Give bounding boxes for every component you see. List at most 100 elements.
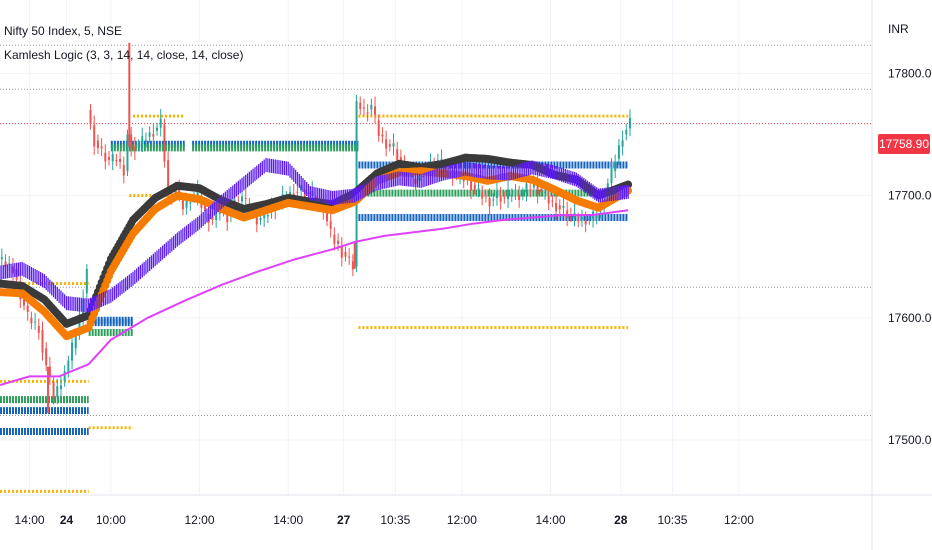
candle-body: [56, 386, 59, 398]
candle-body: [399, 157, 402, 163]
candle-body: [108, 157, 110, 160]
candle-body: [555, 202, 558, 212]
indicator-title[interactable]: Kamlesh Logic (3, 3, 14, 14, close, 14, …: [4, 48, 244, 62]
candle-body: [30, 317, 33, 324]
candle-body: [163, 124, 166, 162]
candle-body: [499, 195, 502, 202]
candle-body: [525, 183, 528, 193]
candle-body: [111, 154, 114, 162]
candle-body: [381, 134, 384, 137]
candle-body: [551, 200, 554, 202]
candle-body: [628, 117, 631, 129]
last-price-tag: 17758.90: [878, 134, 930, 154]
candle-body: [37, 325, 40, 333]
candle-body: [8, 263, 11, 265]
candle-body: [63, 371, 66, 381]
candle-body: [137, 144, 140, 146]
candle-body: [625, 129, 628, 135]
candle-body: [492, 199, 495, 201]
candle-body: [329, 221, 332, 229]
candle-body: [78, 314, 81, 334]
candle-body: [521, 192, 524, 196]
candle-body: [93, 125, 96, 147]
currency-label: INR: [888, 22, 909, 36]
candle-body: [348, 256, 351, 258]
x-tick-label: 12:00: [447, 513, 477, 527]
candle-body: [59, 385, 62, 390]
grid: [0, 0, 872, 495]
candle-body: [333, 234, 336, 244]
candle-body: [189, 202, 192, 204]
candle-body: [377, 120, 380, 136]
x-tick-label: 28: [614, 513, 628, 527]
candle-body: [204, 204, 207, 211]
candle-body: [481, 192, 484, 199]
candle-body: [359, 102, 362, 110]
candle-body: [495, 191, 498, 198]
candle-body: [544, 191, 546, 193]
y-tick-label: 17700.00: [888, 189, 932, 203]
candle-body: [156, 127, 159, 131]
candle-body: [392, 143, 395, 147]
y-tick-label: 17500.00: [888, 433, 932, 447]
x-tick-label: 14:00: [536, 513, 566, 527]
candle-body: [532, 182, 535, 188]
candle-body: [296, 191, 299, 193]
candle-body: [141, 136, 144, 145]
candle-body: [588, 218, 591, 220]
candle-body: [45, 348, 48, 366]
candle-body: [48, 366, 51, 377]
candle-body: [196, 189, 199, 197]
x-tick-label: 14:00: [273, 513, 303, 527]
candle-body: [126, 134, 129, 172]
candle-body: [366, 112, 369, 114]
candle-body: [52, 381, 55, 399]
x-tick-label: 14:00: [15, 513, 45, 527]
candle-body: [355, 101, 358, 267]
candle-body: [185, 199, 188, 208]
candle-body: [326, 207, 328, 222]
candle-body: [540, 188, 543, 192]
candle-body: [473, 184, 476, 190]
ema-line: [0, 209, 629, 386]
candle-body: [144, 139, 147, 141]
candle-body: [614, 161, 617, 172]
candle-body: [536, 185, 539, 195]
candle-body: [470, 179, 473, 191]
candle-body: [396, 149, 399, 160]
candle-body: [584, 220, 587, 225]
candle-body: [96, 140, 99, 149]
candle-body: [0, 257, 3, 260]
symbol-title[interactable]: Nifty 50 Index, 5, NSE: [4, 24, 123, 38]
candle-body: [595, 214, 598, 218]
indicator-series: [0, 153, 633, 386]
candle-body: [85, 268, 88, 294]
candle-body: [577, 218, 580, 222]
candle-body: [159, 118, 162, 128]
candle-body: [4, 261, 7, 267]
candle-body: [255, 215, 258, 225]
candle-body: [26, 305, 29, 312]
candle-body: [340, 246, 343, 258]
candle-body: [529, 189, 532, 191]
candle-body: [344, 251, 347, 257]
candle-body: [211, 216, 214, 220]
candle-body: [122, 165, 125, 176]
candle-body: [259, 218, 262, 220]
y-tick-label: 17800.00: [888, 66, 932, 80]
candle-body: [374, 106, 377, 115]
candle-body: [362, 107, 365, 109]
candle-body: [244, 198, 247, 199]
candle-body: [152, 133, 155, 137]
candle-body: [67, 360, 70, 373]
candle-body: [226, 212, 229, 223]
candle-body: [104, 152, 107, 162]
dotted-level-lines: [0, 44, 872, 417]
candle-body: [130, 134, 133, 150]
candle-body: [119, 158, 122, 163]
indicator-level-segments: [0, 114, 629, 493]
candle-body: [547, 196, 550, 204]
